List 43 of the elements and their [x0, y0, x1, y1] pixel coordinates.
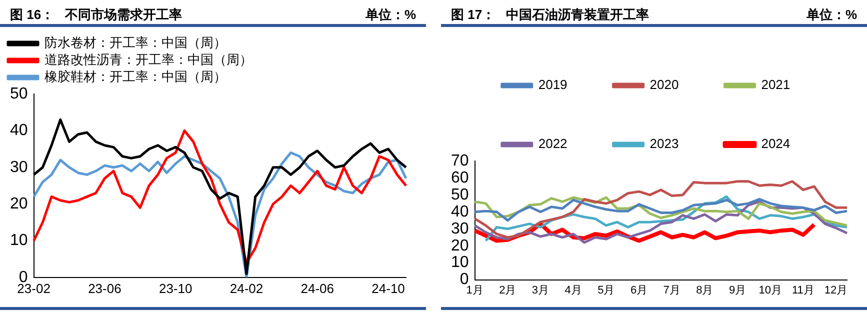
- chart-title: 图 17： 中国石油沥青装置开工率: [451, 6, 649, 24]
- y-tick-label: 40: [451, 203, 469, 220]
- y-tick-label: 0: [460, 271, 469, 288]
- y-tick-label: 50: [10, 85, 28, 102]
- x-tick-label: 3月: [532, 284, 550, 296]
- x-tick-label: 11月: [792, 284, 814, 296]
- legend-label: 2019: [538, 77, 568, 92]
- x-tick-label: 24-06: [300, 280, 334, 296]
- y-tick-label: 30: [451, 220, 469, 238]
- x-tick-label: 24-02: [230, 280, 264, 296]
- chart-subtitle: 单位：%: [806, 6, 857, 24]
- legend-label: 橡胶鞋材：开工率：中国（周）: [44, 69, 226, 84]
- x-tick-label: 12月: [824, 284, 848, 296]
- x-tick-label: 8月: [696, 284, 714, 296]
- x-tick-label: 1月: [466, 284, 484, 296]
- y-tick-label: 10: [451, 254, 469, 272]
- chart-subtitle: 单位：%: [365, 6, 416, 24]
- x-tick-label: 10月: [758, 284, 782, 296]
- legend-label: 道路改性沥青：开工率：中国（周）: [44, 52, 252, 68]
- legend-label: 2024: [761, 136, 790, 152]
- x-tick-label: 6月: [630, 284, 648, 296]
- y-tick-label: 70: [451, 152, 469, 170]
- y-tick-label: 10: [10, 232, 28, 250]
- y-tick-label: 20: [10, 195, 28, 212]
- x-tick-label: 23-10: [158, 280, 192, 296]
- y-tick-label: 60: [451, 169, 469, 186]
- x-tick-label: 5月: [598, 284, 615, 296]
- y-tick-label: 30: [10, 158, 28, 176]
- x-tick-label: 7月: [663, 284, 680, 296]
- legend-label: 2022: [538, 136, 568, 152]
- x-tick-label: 2月: [499, 284, 516, 296]
- legend-label: 2020: [650, 77, 679, 92]
- y-tick-label: 20: [451, 237, 469, 254]
- x-tick-label: 4月: [564, 284, 582, 296]
- x-tick-label: 23-06: [88, 280, 122, 296]
- chart-title: 图 16： 不同市场需求开工率: [10, 6, 182, 24]
- legend-label: 2021: [761, 77, 790, 92]
- legend-label: 2023: [650, 136, 679, 152]
- x-tick-label: 9月: [728, 284, 746, 296]
- y-tick-label: 40: [10, 122, 28, 140]
- x-tick-label: 24-10: [372, 280, 405, 296]
- y-tick-label: 50: [451, 186, 469, 204]
- legend-label: 防水卷材：开工率：中国（周）: [44, 35, 226, 50]
